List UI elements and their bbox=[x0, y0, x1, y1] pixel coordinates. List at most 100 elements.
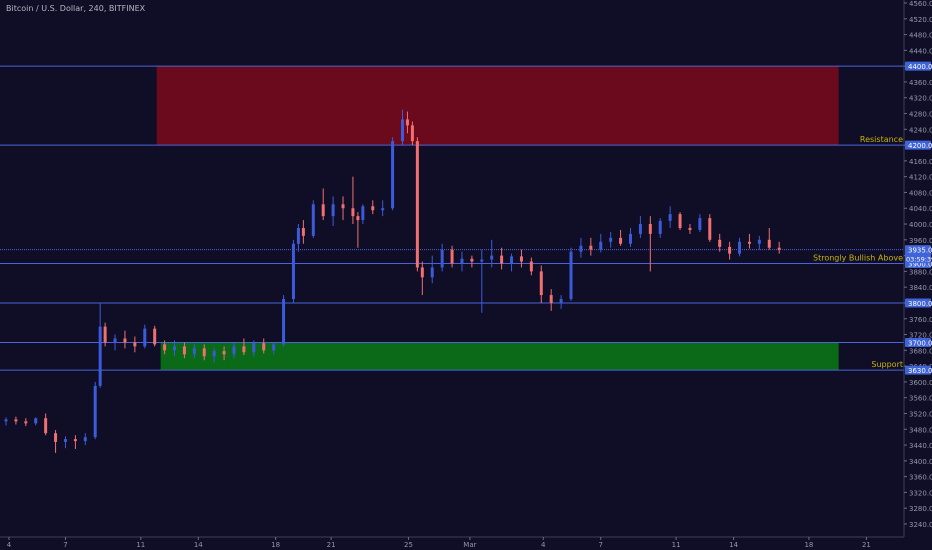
price-tick-label: 4000.0 bbox=[909, 221, 932, 229]
candle-body bbox=[405, 119, 409, 126]
candle-body bbox=[14, 419, 18, 422]
candle bbox=[291, 239, 295, 303]
candle bbox=[282, 295, 286, 347]
candle-body bbox=[599, 241, 603, 250]
candle bbox=[311, 200, 315, 238]
price-tick-label: 3440.0 bbox=[909, 442, 932, 450]
candle bbox=[678, 212, 682, 230]
candle bbox=[470, 255, 474, 268]
candle bbox=[430, 255, 434, 284]
candle-body bbox=[212, 351, 216, 357]
candle bbox=[4, 417, 8, 426]
price-tick-label: 3240.0 bbox=[909, 521, 932, 529]
price-marker-box bbox=[905, 365, 931, 375]
price-tick-label: 3720.0 bbox=[909, 332, 932, 340]
candle-body bbox=[103, 326, 107, 343]
candle bbox=[83, 433, 87, 446]
candle-body bbox=[708, 218, 712, 240]
candle-body bbox=[272, 344, 276, 351]
price-axis[interactable]: 4560.0 4520.0 4480.0 4440.0 4360.0 4320.0 4280… bbox=[903, 0, 932, 550]
time-axis[interactable]: 4 7 11 14 18 21 25 Mar 4 7 11 14 18 21 bbox=[0, 536, 904, 550]
time-tick-label: 14 bbox=[729, 541, 738, 549]
price-tick-label: 3520.0 bbox=[909, 410, 932, 418]
price-tick-label: 4360.0 bbox=[909, 79, 932, 87]
last-price-box bbox=[905, 245, 931, 264]
last-price-label: 3935.0 bbox=[908, 247, 932, 255]
candle bbox=[668, 206, 672, 228]
price-tick-label: 4120.0 bbox=[909, 174, 932, 182]
price-tick-label: 3760.0 bbox=[909, 316, 932, 324]
candle bbox=[401, 109, 404, 146]
candle-body bbox=[163, 344, 167, 351]
candle-body bbox=[757, 239, 761, 244]
price-tick-label: 3840.0 bbox=[909, 284, 932, 292]
candle bbox=[63, 436, 67, 449]
resistance-zone bbox=[156, 66, 839, 146]
candle bbox=[688, 224, 692, 234]
candle-body bbox=[381, 208, 385, 211]
candle-body bbox=[688, 227, 692, 230]
candle-body bbox=[401, 119, 404, 142]
price-marker-label: 3800.0 bbox=[908, 300, 932, 308]
candle-body bbox=[143, 328, 147, 347]
price-marker: 3700.0 bbox=[905, 337, 932, 347]
price-tick-label: 4440.0 bbox=[909, 47, 932, 55]
price-marker-box bbox=[905, 61, 931, 71]
candle-body bbox=[440, 249, 444, 268]
price-tick-label: 4320.0 bbox=[909, 95, 932, 103]
candle bbox=[569, 247, 573, 301]
candle bbox=[757, 235, 761, 250]
candle-body bbox=[54, 433, 58, 442]
candle bbox=[698, 214, 702, 232]
candle bbox=[351, 176, 355, 225]
candle bbox=[738, 237, 742, 257]
time-tick-label: 11 bbox=[672, 541, 681, 549]
candle-body bbox=[356, 216, 360, 221]
price-marker: 4200.0 bbox=[905, 140, 932, 150]
candle-body bbox=[182, 346, 186, 355]
candle bbox=[143, 324, 147, 349]
candle-body bbox=[569, 251, 573, 300]
candle-body bbox=[341, 204, 345, 209]
price-tick-label: 3320.0 bbox=[909, 489, 932, 497]
candle-body bbox=[678, 214, 682, 228]
time-tick-label: 14 bbox=[194, 541, 203, 549]
candle-body bbox=[747, 241, 751, 244]
candle-body bbox=[767, 239, 771, 248]
candle-body bbox=[460, 258, 464, 264]
candle bbox=[54, 430, 58, 453]
price-tick-label: 4480.0 bbox=[909, 32, 932, 40]
candle-body bbox=[123, 338, 127, 343]
candle bbox=[34, 417, 38, 426]
price-tick-label: 3480.0 bbox=[909, 426, 932, 434]
price-tick-label: 3960.0 bbox=[909, 237, 932, 245]
candle-body bbox=[519, 256, 523, 262]
candle-body bbox=[648, 224, 652, 234]
annotation-label: Strongly Bullish Above bbox=[813, 254, 903, 263]
time-tick-label: 11 bbox=[136, 541, 145, 549]
candle-body bbox=[242, 346, 246, 353]
candle bbox=[405, 111, 409, 134]
candle-body bbox=[510, 256, 514, 264]
candle bbox=[579, 237, 583, 258]
candle bbox=[321, 188, 325, 221]
candle bbox=[559, 295, 563, 309]
candle-body bbox=[301, 227, 305, 236]
candle bbox=[440, 243, 444, 272]
price-marker-label: 4200.0 bbox=[908, 142, 932, 150]
candle-body bbox=[331, 204, 335, 217]
price-marker-box bbox=[905, 140, 931, 150]
price-marker: 3630.0 bbox=[905, 365, 932, 375]
annotation-label: Resistance bbox=[860, 135, 903, 144]
candle bbox=[589, 237, 593, 256]
candle bbox=[331, 196, 335, 227]
chart-title: Bitcoin / U.S. Dollar, 240, BITFINEX bbox=[6, 4, 146, 13]
time-tick-label: 4 bbox=[7, 541, 12, 549]
price-tick-label: 4160.0 bbox=[909, 158, 932, 166]
horizontal-lines-layer bbox=[0, 65, 904, 371]
annotation-label: Support bbox=[871, 360, 903, 369]
time-axis-background bbox=[0, 537, 904, 550]
price-marker: 4400.0 bbox=[905, 61, 932, 71]
candle bbox=[356, 212, 360, 248]
